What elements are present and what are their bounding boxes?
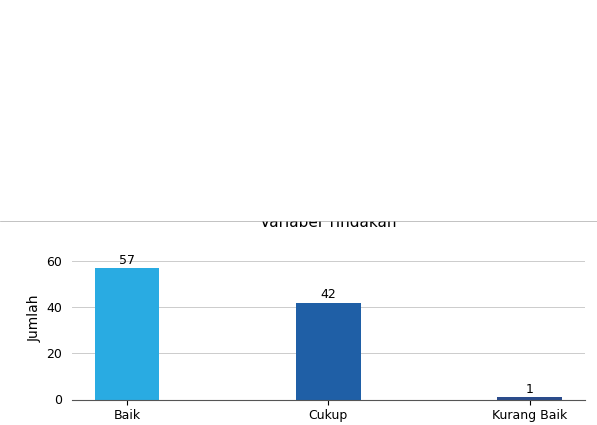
Text: 57: 57	[119, 254, 135, 267]
Bar	[296, 303, 361, 399]
Title: jumlahTerhadap Kategori
Variabel Tindakan: jumlahTerhadap Kategori Variabel Tindaka…	[233, 198, 424, 230]
Y-axis label: Jumlah: Jumlah	[28, 295, 42, 343]
Bar	[497, 397, 562, 399]
Text: 42: 42	[321, 289, 336, 301]
Bar	[95, 268, 159, 400]
Text: 1: 1	[525, 383, 534, 396]
